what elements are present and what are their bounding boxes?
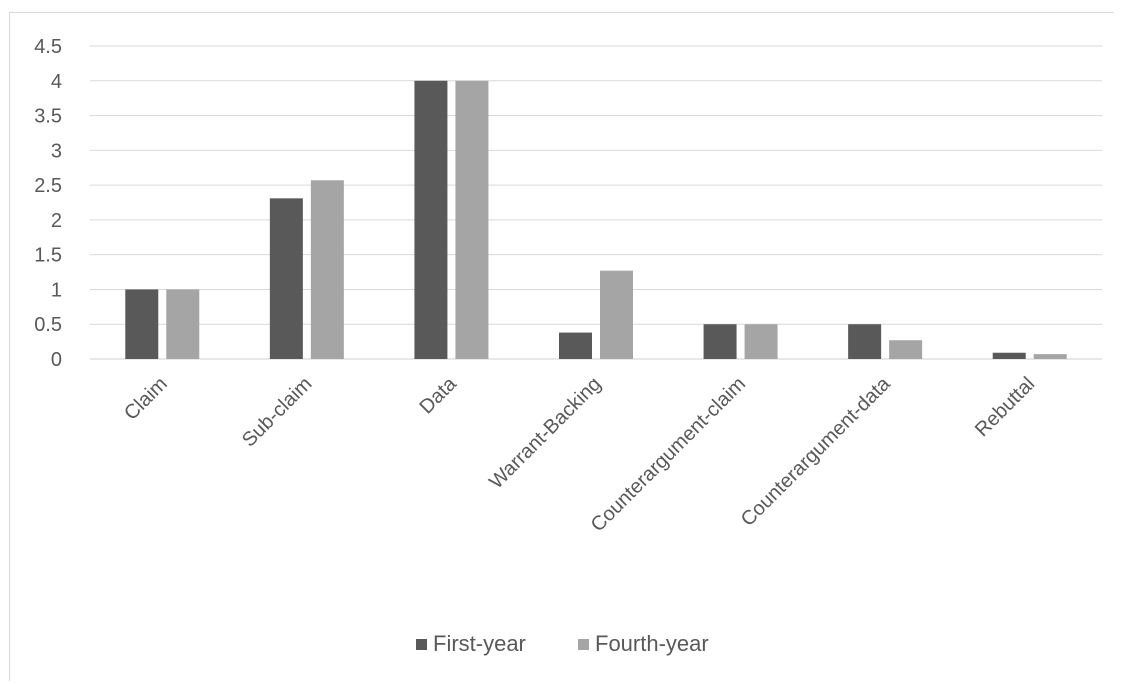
category-label: Counterargument-claim bbox=[587, 373, 750, 536]
y-tick-label: 3 bbox=[51, 140, 62, 162]
legend-swatch bbox=[578, 639, 589, 650]
y-tick-label: 2 bbox=[51, 210, 62, 232]
bar-fourth-year bbox=[310, 180, 344, 359]
bar-first-year bbox=[125, 289, 159, 359]
y-tick-label: 4 bbox=[51, 71, 62, 93]
bar-fourth-year bbox=[166, 289, 200, 359]
bar-fourth-year bbox=[889, 340, 923, 359]
y-tick-label: 3.5 bbox=[34, 106, 62, 128]
bar-fourth-year bbox=[744, 324, 778, 359]
bar-first-year bbox=[848, 324, 882, 359]
category-label: Data bbox=[416, 372, 462, 418]
y-axis-tick-labels: 0 0.5 1 1.5 2 2.5 3 3.5 4 4.5 bbox=[34, 36, 62, 371]
y-tick-label: 0.5 bbox=[34, 314, 62, 336]
bar-first-year bbox=[703, 324, 737, 359]
y-tick-label: 4.5 bbox=[34, 36, 62, 58]
legend-label: Fourth-year bbox=[595, 631, 709, 656]
bar-fourth-year bbox=[1033, 354, 1067, 359]
legend: First-year Fourth-year bbox=[416, 631, 709, 656]
bar-first-year bbox=[414, 80, 448, 360]
x-axis-category-labels: Claim Sub-claim Data Warrant-BackingCounter… bbox=[120, 372, 1039, 536]
category-label: Rebuttal bbox=[971, 373, 1039, 441]
bar-first-year bbox=[559, 332, 592, 359]
bar-first-year bbox=[992, 352, 1026, 359]
y-tick-label: 1.5 bbox=[34, 245, 62, 267]
y-tick-label: 2.5 bbox=[34, 175, 62, 197]
bar-fourth-year bbox=[600, 270, 633, 359]
legend-label: First-year bbox=[433, 631, 526, 656]
category-label: Warrant-Backing bbox=[485, 373, 605, 493]
bar-first-year bbox=[269, 198, 303, 359]
category-label: Sub-claim bbox=[238, 373, 316, 451]
chart-frame bbox=[9, 12, 1114, 681]
y-tick-label: 1 bbox=[51, 279, 62, 301]
gridlines bbox=[90, 45, 1102, 360]
y-tick-label: 0 bbox=[51, 349, 62, 371]
bar-fourth-year bbox=[455, 80, 489, 360]
legend-swatch bbox=[416, 639, 427, 650]
bars bbox=[125, 80, 1067, 360]
category-label: Counterargument-data bbox=[737, 372, 895, 530]
category-label: Claim bbox=[120, 373, 172, 425]
